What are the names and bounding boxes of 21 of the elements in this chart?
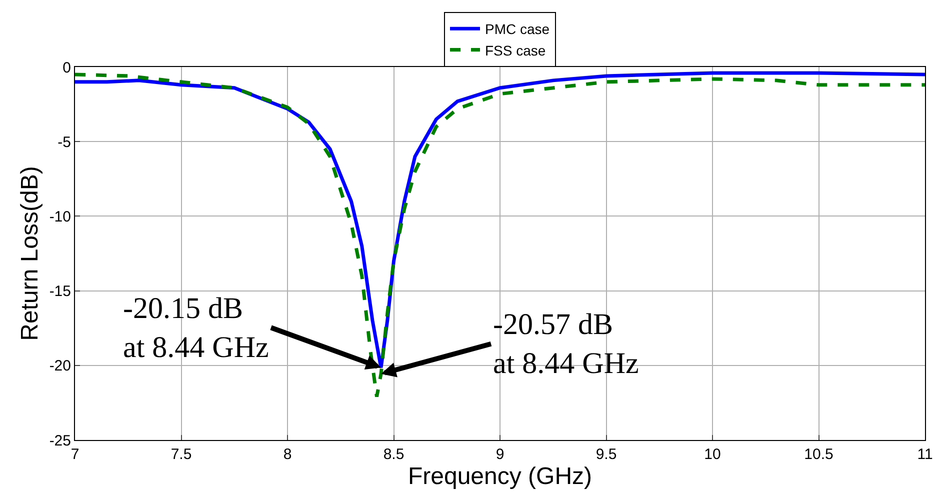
x-tick-label: 9.5 (596, 446, 617, 463)
legend-label: PMC case (485, 21, 550, 38)
annotation: -20.15 dB at 8.44 GHz (123, 292, 269, 364)
y-tick-label: -5 (58, 134, 71, 151)
x-tick-label: 9 (496, 446, 504, 463)
x-tick-label: 10.5 (804, 446, 834, 463)
y-tick-label: -25 (49, 432, 71, 450)
y-tick-label: 0 (62, 59, 71, 76)
x-tick-label: 7 (70, 446, 80, 463)
x-tick-label: 7.5 (170, 446, 192, 463)
x-tick-label: 8.5 (383, 446, 404, 463)
y-axis-title: Return Loss(dB) (16, 166, 44, 341)
x-tick-label: 10 (704, 446, 721, 463)
annotation: -20.57 dB at 8.44 GHz (493, 308, 639, 380)
legend-label: FSS case (485, 42, 546, 58)
x-tick-label: 8 (283, 446, 292, 463)
y-tick-label: -15 (49, 283, 71, 300)
x-axis-title: Frequency (GHz) (408, 463, 592, 490)
y-tick-label: -20 (49, 358, 71, 375)
x-tick-label: 11 (917, 446, 933, 463)
y-tick-label: -10 (49, 208, 71, 226)
